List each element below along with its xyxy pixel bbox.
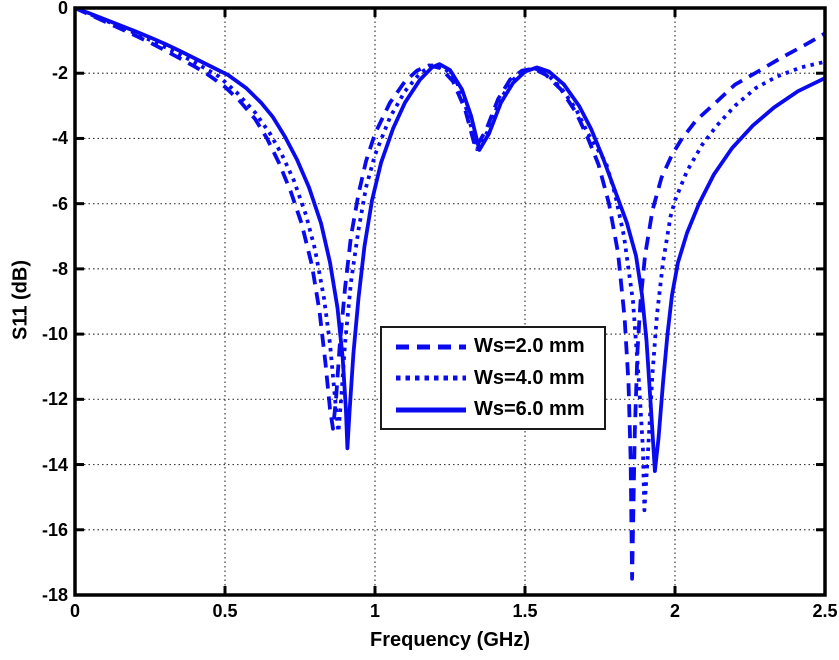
legend-item-ws4: Ws=4.0 mm (395, 365, 604, 391)
x-tick-label: 1 (369, 601, 380, 621)
tick-marks (73, 6, 827, 597)
legend-label-ws4: Ws=4.0 mm (474, 366, 585, 389)
y-tick-label: -8 (51, 258, 68, 279)
curve-solid (74, 6, 826, 474)
x-tick-label: 1.5 (512, 601, 538, 621)
y-axis-title: S11 (dB) (9, 259, 32, 341)
x-axis-title: Frequency (GHz) (369, 629, 531, 651)
x-tick-label: 2 (669, 601, 680, 621)
grid-lines (75, 8, 825, 595)
curves (74, 6, 826, 581)
y-tick-label: -14 (41, 454, 68, 475)
legend-label-ws2: Ws=2.0 mm (474, 335, 585, 357)
y-tick-label: -4 (51, 128, 68, 149)
legend-item-ws2: Ws=2.0 mm (395, 334, 604, 360)
y-tick-label: -12 (41, 389, 68, 410)
y-tick-label: -10 (41, 324, 68, 345)
dashed-line-icon (396, 344, 466, 349)
x-tick-label: 0 (69, 601, 80, 621)
legend-item-ws6: Ws=6.0 mm (395, 397, 604, 423)
y-tick-label: -18 (41, 585, 68, 605)
y-tick-label: -6 (51, 193, 68, 214)
y-tick-label: 0 (57, 0, 68, 18)
axes-box (73, 6, 827, 597)
curve-dotted (74, 6, 826, 513)
plot-border (73, 6, 827, 597)
y-tick-label: -2 (51, 63, 68, 84)
legend: Ws=2.0 mm Ws=4.0 mm Ws=6.0 mm (380, 326, 606, 430)
solid-line-icon (396, 407, 466, 412)
x-tick-label: 0.5 (212, 601, 238, 621)
dotted-line-icon (396, 375, 466, 381)
curve-dashed (74, 6, 826, 581)
y-tick-label: -16 (41, 519, 68, 540)
legend-label-ws6: Ws=6.0 mm (474, 398, 585, 420)
x-tick-label: 2.5 (812, 601, 838, 621)
